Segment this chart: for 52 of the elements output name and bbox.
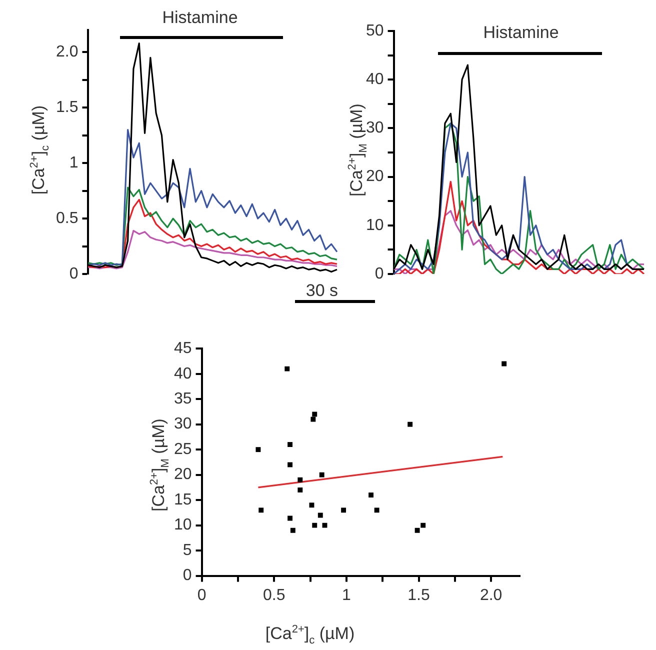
y-tick-label: 1 [69, 154, 78, 172]
y-tick-label: 2.0 [56, 44, 78, 61]
y-tick-label: 0 [69, 265, 78, 282]
point [309, 502, 314, 508]
point [298, 477, 303, 482]
y-tick-label: 10 [174, 516, 192, 534]
point [341, 508, 346, 513]
point [312, 412, 318, 417]
y-tick-label: 30 [174, 416, 192, 433]
y-tick-label: 0 [182, 567, 192, 584]
y-tick-label: 0.5 [56, 210, 78, 227]
point [414, 528, 420, 533]
point [319, 472, 324, 478]
y-tick-label: 30 [366, 120, 384, 137]
point [288, 462, 292, 468]
annotation: Histamine [483, 23, 559, 43]
y-tick-label: 5 [182, 542, 192, 559]
y-tick-label: 50 [366, 22, 384, 40]
x-axis-title: [Ca$^{2+}$]$_{c}$ (µM) [265, 623, 355, 647]
point [502, 361, 507, 366]
point [312, 522, 318, 528]
point [258, 508, 264, 513]
y-tick-label: 20 [174, 466, 192, 484]
x-tick-label: 0.5 [262, 586, 286, 604]
point [368, 492, 374, 498]
point [318, 512, 323, 518]
point [420, 522, 426, 528]
point [322, 522, 328, 528]
point [290, 528, 296, 533]
point [310, 416, 316, 422]
y-tick-label: 40 [174, 365, 192, 382]
y-tick-label: 15 [174, 491, 192, 508]
x-tick-label: 2.0 [480, 586, 502, 604]
y-tick-label: 35 [174, 390, 192, 408]
x-tick-label: 1.5 [408, 586, 430, 604]
text: Histamine [162, 8, 238, 28]
text: 30 s [306, 281, 338, 301]
x-tick-label: 0 [197, 586, 206, 604]
point [288, 442, 292, 448]
x-tick-label: 1 [342, 586, 351, 604]
y-tick-label: 45 [174, 340, 192, 358]
y-tick-label: 40 [366, 71, 384, 88]
point [408, 422, 413, 427]
y-tick-label: 1.5 [56, 99, 78, 116]
y-tick-label: 25 [174, 440, 192, 458]
point [284, 366, 290, 372]
point [288, 516, 292, 521]
point [256, 447, 261, 452]
y-tick-label: 10 [366, 216, 384, 234]
point [298, 487, 303, 492]
y-tick-label: 0 [374, 265, 384, 282]
point [374, 508, 380, 513]
